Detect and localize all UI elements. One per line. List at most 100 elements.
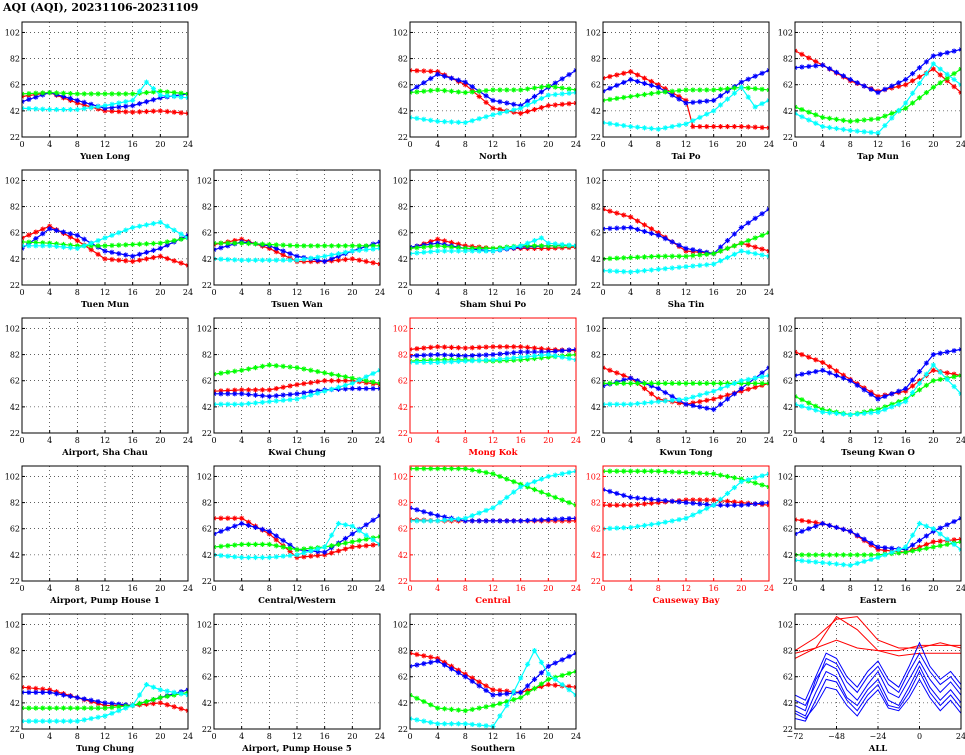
data-point (47, 240, 53, 246)
data-point (102, 105, 108, 111)
data-point (930, 539, 936, 545)
data-point (157, 92, 163, 98)
data-point (724, 392, 731, 398)
data-point (752, 86, 758, 92)
data-point (164, 223, 170, 229)
data-point (759, 473, 765, 479)
data-point (428, 75, 434, 82)
data-point (421, 80, 427, 86)
data-point (833, 524, 840, 531)
data-point (662, 89, 668, 95)
data-point (421, 345, 427, 351)
data-point (676, 499, 682, 505)
data-point (414, 518, 420, 524)
data-point (531, 349, 538, 355)
data-point (511, 489, 517, 495)
y-tick-label: 22 (202, 725, 212, 734)
data-point (74, 100, 80, 106)
data-point (552, 91, 558, 98)
data-point (218, 245, 224, 251)
data-point (621, 269, 627, 275)
data-point (287, 257, 293, 263)
y-tick-label: 102 (586, 472, 601, 481)
data-point (441, 659, 448, 665)
data-point (414, 717, 420, 723)
data-point (252, 241, 259, 247)
data-point (711, 388, 717, 394)
series-line-blue (795, 660, 961, 712)
data-point (662, 468, 668, 475)
data-point (799, 114, 805, 120)
data-point (116, 104, 122, 110)
data-point (74, 232, 80, 238)
data-point (724, 498, 731, 504)
data-point (759, 86, 765, 92)
x-tick-label: 20 (928, 584, 938, 593)
data-point (294, 547, 300, 553)
data-point (614, 502, 620, 508)
data-point (136, 251, 143, 257)
data-point (266, 528, 272, 534)
data-point (538, 670, 545, 676)
data-point (88, 697, 94, 703)
data-point (455, 707, 462, 713)
x-tick-label: 24 (571, 140, 581, 149)
x-tick-label: 16 (709, 436, 719, 445)
data-point (731, 231, 738, 237)
data-point (889, 83, 895, 89)
data-point (47, 705, 53, 711)
data-point (252, 400, 259, 406)
data-point (435, 71, 441, 77)
data-point (854, 552, 860, 558)
data-point (136, 223, 143, 229)
data-point (469, 84, 475, 90)
data-point (322, 544, 328, 550)
data-point (95, 705, 101, 711)
data-point (504, 350, 510, 356)
data-point (47, 226, 53, 232)
x-tick-label: 4 (628, 584, 633, 593)
data-point (109, 242, 115, 249)
x-tick-label: 0 (917, 732, 922, 741)
series-group (214, 362, 380, 407)
data-point (421, 244, 427, 250)
data-point (806, 354, 812, 360)
data-point (531, 99, 538, 105)
data-point (731, 484, 738, 491)
data-point (662, 389, 668, 396)
x-tick-label: 4 (239, 584, 244, 593)
data-point (840, 526, 847, 532)
data-point (566, 653, 572, 660)
data-point (315, 548, 321, 555)
data-point (745, 501, 751, 508)
data-point (218, 388, 224, 394)
data-point (903, 547, 909, 553)
data-point (641, 254, 648, 260)
data-point (40, 705, 46, 711)
data-point (634, 226, 641, 233)
data-point (538, 517, 545, 523)
data-point (81, 243, 87, 249)
data-point (102, 705, 108, 711)
data-point (882, 552, 888, 558)
data-point (225, 515, 231, 521)
data-point (840, 375, 847, 381)
data-point (109, 256, 115, 263)
data-point (88, 91, 94, 97)
x-tick-label: 16 (128, 140, 138, 149)
data-point (335, 372, 342, 379)
data-point (294, 365, 300, 371)
data-point (806, 552, 812, 558)
data-point (538, 243, 545, 249)
data-point (225, 526, 231, 532)
data-point (301, 550, 307, 556)
data-point (545, 92, 551, 98)
data-point (294, 391, 300, 397)
data-point (483, 99, 489, 105)
y-tick-label: 22 (591, 429, 601, 438)
data-point (26, 232, 32, 238)
data-point (349, 256, 355, 262)
data-point (428, 243, 434, 250)
data-point (697, 248, 703, 254)
